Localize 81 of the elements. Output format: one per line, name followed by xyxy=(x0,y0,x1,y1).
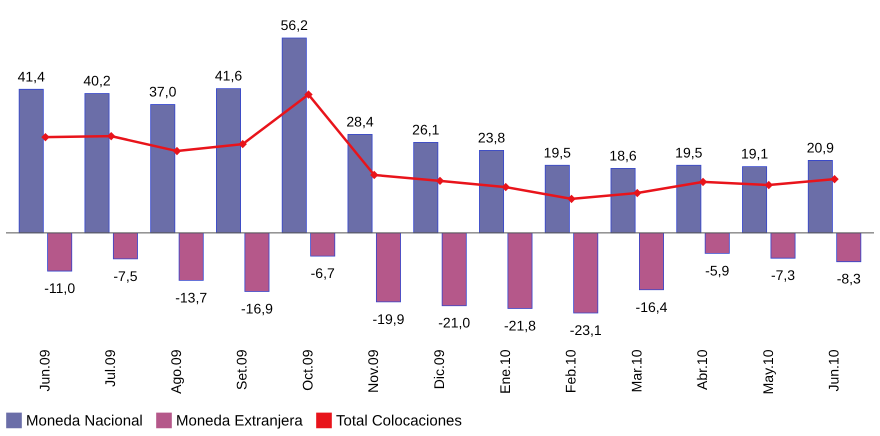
bar xyxy=(413,142,438,234)
point xyxy=(370,170,378,180)
point xyxy=(764,180,773,190)
bar xyxy=(150,104,176,234)
point xyxy=(830,174,839,184)
bar xyxy=(808,160,833,234)
data-label: 37,0 xyxy=(149,84,177,100)
data-label: 19,5 xyxy=(675,144,703,160)
point xyxy=(238,140,247,148)
legend-label: Total Colocaciones xyxy=(336,412,462,430)
x-tick-label: Oct.09 xyxy=(299,349,316,391)
bar xyxy=(310,232,336,257)
bar xyxy=(639,232,664,290)
x-tick-label: Jun.09 xyxy=(36,349,52,392)
bar xyxy=(676,164,702,234)
bar xyxy=(742,166,768,234)
data-label: 18,6 xyxy=(609,147,637,164)
x-tick-label: Mar.10 xyxy=(628,349,644,392)
data-label: -11,0 xyxy=(44,280,76,296)
legend-label: Moneda Extranjera xyxy=(176,412,304,430)
bar xyxy=(573,232,598,314)
data-label: -16,9 xyxy=(240,300,274,316)
data-label: 41,6 xyxy=(214,68,242,84)
data-label: -6,7 xyxy=(310,265,335,282)
data-label: 19,5 xyxy=(544,144,572,160)
bar xyxy=(112,232,138,260)
x-tick-label: Jun.10 xyxy=(826,349,842,392)
bar xyxy=(348,134,373,234)
data-label: 41,4 xyxy=(18,68,46,84)
data-label: -7,3 xyxy=(770,267,796,284)
x-tick-label: Ene.10 xyxy=(496,349,513,394)
bar xyxy=(376,232,401,302)
bar xyxy=(18,88,44,234)
bar xyxy=(178,232,204,281)
data-label: -5,9 xyxy=(705,262,730,278)
legend-label: Moneda Nacional xyxy=(26,412,143,430)
bar xyxy=(282,38,307,234)
point xyxy=(567,194,576,204)
data-label: 26,1 xyxy=(412,121,440,138)
data-label: 23,8 xyxy=(478,129,506,146)
x-tick-label: Ago.09 xyxy=(168,349,184,394)
data-label: -23,1 xyxy=(570,322,602,338)
point xyxy=(172,146,182,156)
bar xyxy=(216,88,241,234)
bar xyxy=(610,168,636,234)
data-label: 56,2 xyxy=(280,17,308,33)
point xyxy=(436,176,444,186)
data-label: -7,5 xyxy=(113,268,138,284)
x-tick-label: May.10 xyxy=(760,349,776,394)
data-label: 20,9 xyxy=(806,139,834,156)
point xyxy=(633,188,642,198)
data-label: -13,7 xyxy=(175,289,208,306)
bar xyxy=(704,232,730,254)
bar xyxy=(836,232,862,262)
bar xyxy=(770,232,796,259)
point xyxy=(502,182,510,192)
bar xyxy=(544,164,570,234)
bar xyxy=(47,232,72,272)
data-label: 40,2 xyxy=(83,72,111,88)
bar xyxy=(244,232,270,292)
data-label: -21,0 xyxy=(438,314,470,331)
bar xyxy=(84,93,110,234)
bar xyxy=(442,232,467,306)
data-label: -21,8 xyxy=(504,317,536,334)
point xyxy=(304,90,313,99)
data-label: -8,3 xyxy=(836,270,862,287)
x-tick-label: Nov.09 xyxy=(365,349,382,393)
bar xyxy=(479,150,504,234)
x-tick-label: Dic.09 xyxy=(431,349,447,390)
data-label: -16,4 xyxy=(636,298,668,315)
point xyxy=(698,178,708,186)
data-label: 19,1 xyxy=(740,146,768,162)
data-label: -19,9 xyxy=(372,310,405,327)
bar xyxy=(507,232,532,309)
data-label: 28,4 xyxy=(346,113,374,130)
point xyxy=(107,132,116,140)
x-tick-label: Abr.10 xyxy=(694,349,710,390)
x-tick-label: Jul.09 xyxy=(102,349,118,387)
x-tick-label: Feb.10 xyxy=(562,349,579,394)
point xyxy=(41,132,50,142)
x-tick-label: Set.09 xyxy=(234,349,250,390)
